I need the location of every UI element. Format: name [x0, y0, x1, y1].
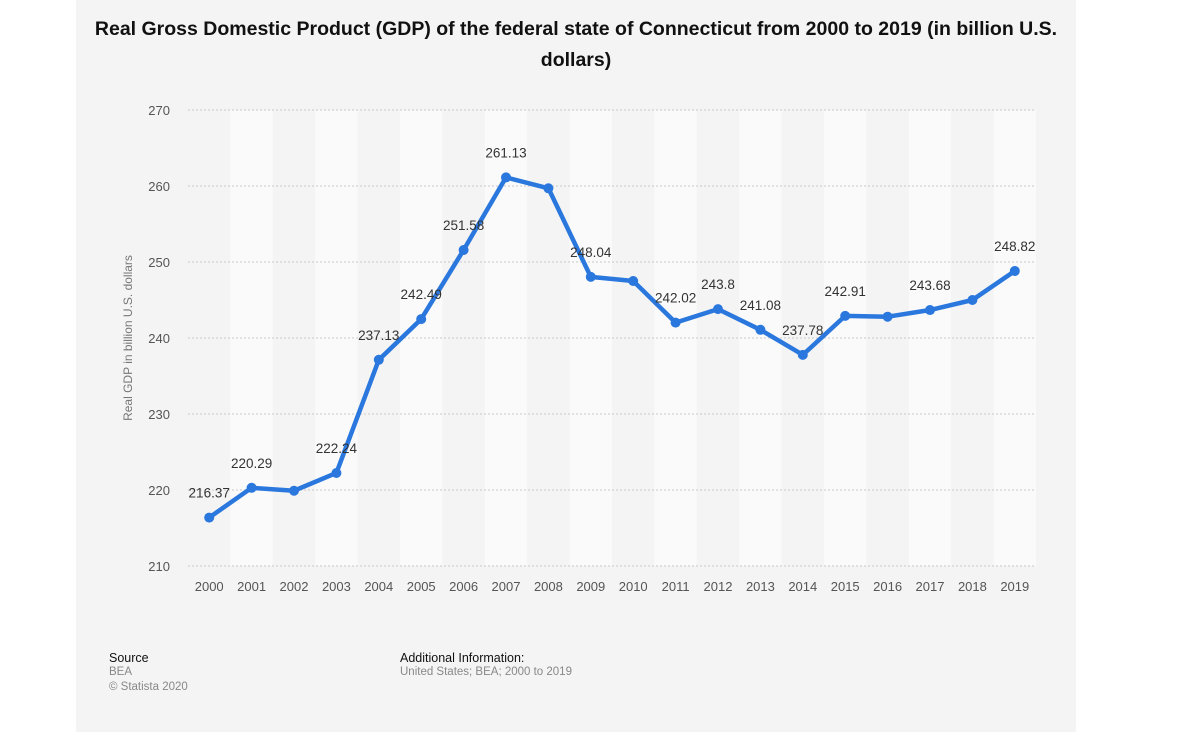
additional-info-heading: Additional Information: [400, 651, 525, 665]
data-label: 241.08 [740, 298, 781, 313]
x-tick-label: 2011 [662, 579, 690, 594]
x-tick-label: 2008 [534, 579, 563, 594]
data-label: 242.91 [825, 284, 866, 299]
x-tick-label: 2004 [364, 579, 393, 594]
x-tick-label: 2000 [195, 579, 224, 594]
data-point [755, 324, 766, 335]
x-tick-label: 2010 [619, 579, 648, 594]
x-tick-label: 2019 [1000, 579, 1029, 594]
y-tick-label: 230 [148, 407, 170, 422]
data-point [204, 512, 215, 523]
copyright: © Statista 2020 [109, 681, 188, 693]
y-tick-label: 270 [148, 103, 170, 118]
data-point [925, 305, 935, 316]
data-point [289, 485, 299, 496]
x-tick-label: 2012 [704, 579, 733, 594]
y-tick-label: 210 [148, 559, 170, 574]
x-tick-label: 2001 [237, 579, 266, 594]
data-point [373, 354, 384, 365]
x-tick-label: 2017 [916, 579, 945, 594]
data-point [713, 304, 723, 315]
data-label: 242.49 [401, 287, 442, 302]
x-tick-label: 2016 [873, 579, 902, 594]
data-point [628, 276, 639, 286]
data-label: 251.58 [443, 218, 484, 233]
data-point [967, 295, 978, 305]
y-tick-label: 260 [148, 179, 170, 194]
data-point [670, 317, 681, 328]
data-point [331, 467, 342, 478]
data-label: 243.8 [701, 277, 735, 292]
x-tick-label: 2003 [322, 579, 351, 594]
data-label: 237.13 [358, 328, 399, 343]
data-point [458, 244, 469, 255]
data-label: 248.82 [994, 239, 1035, 254]
data-label: 248.04 [570, 245, 612, 260]
x-tick-label: 2013 [746, 579, 775, 594]
data-point [797, 349, 808, 360]
x-tick-label: 2014 [788, 579, 817, 594]
y-tick-label: 220 [148, 483, 170, 498]
y-tick-label: 250 [148, 255, 170, 270]
x-tick-label: 2018 [958, 579, 987, 594]
x-tick-label: 2007 [492, 579, 521, 594]
x-tick-label: 2002 [280, 579, 309, 594]
data-point [416, 314, 427, 325]
source-block: Source BEA © Statista 2020 [109, 651, 188, 695]
y-axis-label: Real GDP in billion U.S. dollars [121, 255, 135, 421]
y-tick-label: 240 [148, 331, 170, 346]
data-label: 237.78 [782, 323, 823, 338]
data-label: 222.24 [316, 441, 358, 456]
data-point [882, 311, 893, 322]
data-point [840, 310, 851, 321]
source-value: BEA [109, 666, 133, 678]
data-label: 216.37 [189, 486, 230, 501]
data-label: 220.29 [231, 456, 272, 471]
chart-title: Real Gross Domestic Product (GDP) of the… [94, 18, 1058, 71]
x-tick-label: 2009 [576, 579, 605, 594]
data-label: 242.02 [655, 291, 696, 306]
source-heading: Source [109, 651, 149, 665]
series-line [207, 175, 1017, 520]
data-point [543, 183, 554, 194]
additional-info-block: Additional Information: United States; B… [400, 651, 572, 680]
additional-info-value: United States; BEA; 2000 to 2019 [400, 666, 572, 678]
data-point [246, 482, 257, 493]
data-point [1009, 265, 1020, 276]
x-tick-label: 2006 [449, 579, 478, 594]
x-tick-label: 2015 [831, 579, 860, 594]
data-point [585, 271, 596, 282]
data-point [501, 172, 511, 183]
data-label: 261.13 [485, 145, 526, 160]
data-label: 243.68 [909, 278, 950, 293]
x-tick-label: 2005 [407, 579, 436, 594]
